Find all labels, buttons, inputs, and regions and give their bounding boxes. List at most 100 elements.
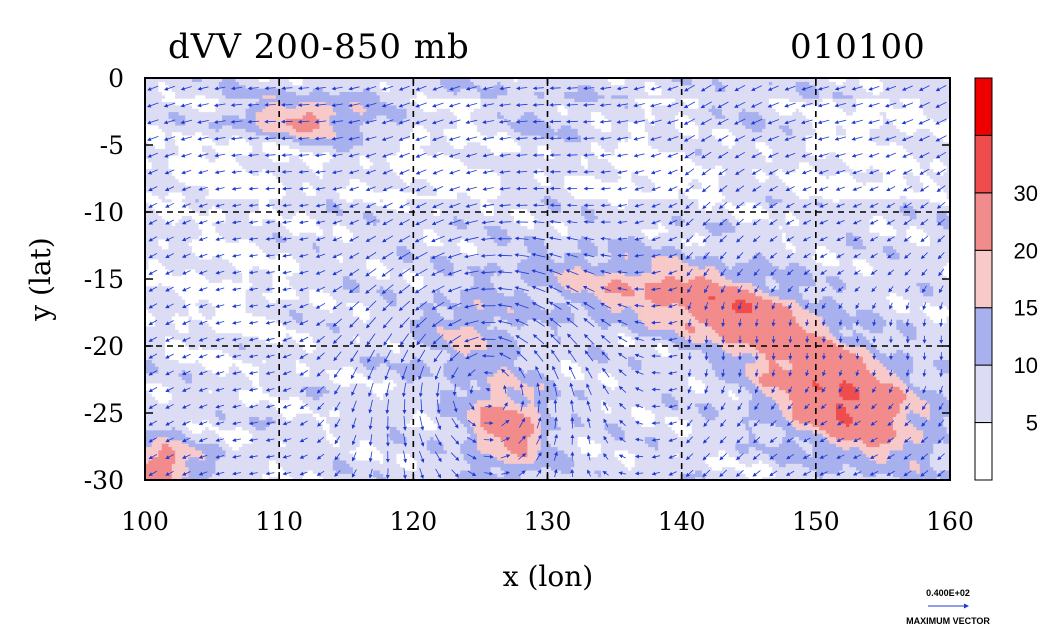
field-cell [181, 201, 186, 206]
field-cell [155, 252, 160, 257]
field-cell [151, 406, 156, 411]
field-cell [188, 225, 193, 230]
field-cell [212, 161, 217, 166]
field-cell [161, 111, 166, 116]
field-cell [148, 369, 153, 374]
field-cell [158, 352, 163, 357]
field-cell [171, 392, 176, 397]
field-cell [165, 111, 170, 116]
field-cell [195, 138, 200, 143]
field-cell [165, 128, 170, 133]
field-cell [145, 222, 149, 226]
field-cell [145, 124, 149, 129]
field-cell [212, 473, 217, 478]
field-cell [191, 349, 196, 354]
field-cell [178, 225, 183, 230]
field-cell [198, 362, 203, 367]
field-cell [175, 258, 180, 263]
field-cell [185, 352, 190, 357]
field-cell [148, 161, 153, 166]
field-cell [158, 319, 163, 324]
field-cell [191, 413, 196, 417]
field-cell [195, 369, 200, 374]
field-cell [145, 245, 149, 250]
field-cell [165, 446, 170, 451]
field-cell [185, 402, 190, 407]
field-cell [158, 272, 163, 277]
field-cell [205, 111, 210, 116]
field-cell [191, 171, 196, 176]
field-cell [178, 439, 183, 444]
field-cell [188, 426, 193, 431]
field-cell [202, 423, 206, 427]
field-cell [171, 473, 176, 478]
field-cell [158, 148, 163, 153]
field-cell [175, 88, 180, 92]
field-cell [171, 248, 176, 253]
field-cell [195, 191, 200, 196]
field-cell [151, 218, 156, 223]
field-cell [165, 359, 170, 364]
field-cell [188, 332, 193, 337]
field-cell [191, 145, 196, 149]
field-cell [158, 282, 163, 287]
field-cell [208, 188, 213, 193]
field-cell [202, 392, 206, 397]
field-cell [195, 185, 200, 190]
field-cell [208, 335, 213, 340]
field-cell [161, 148, 166, 153]
field-cell [212, 165, 217, 170]
field-cell [165, 463, 170, 468]
field-cell [171, 332, 176, 337]
field-cell [212, 88, 217, 92]
field-cell [198, 446, 203, 451]
field-cell [188, 171, 193, 176]
field-cell [188, 295, 193, 300]
field-cell [161, 409, 166, 414]
field-cell [202, 362, 206, 367]
field-cell [148, 419, 153, 424]
field-cell [178, 369, 183, 374]
field-cell [188, 245, 193, 250]
field-cell [191, 191, 196, 196]
field-cell [178, 165, 183, 170]
field-cell [158, 188, 163, 193]
field-cell [205, 423, 210, 427]
field-cell [202, 208, 206, 213]
field-cell [208, 359, 213, 364]
field-cell [215, 446, 220, 451]
field-cell [185, 346, 190, 350]
field-cell [185, 195, 190, 200]
field-cell [191, 466, 196, 471]
field-cell [148, 218, 153, 223]
field-cell [155, 121, 160, 126]
field-cell [165, 168, 170, 173]
field-cell [171, 185, 176, 190]
field-cell [158, 201, 163, 206]
field-cell [175, 101, 180, 106]
field-cell [175, 433, 180, 438]
field-cell [202, 433, 206, 438]
field-cell [145, 389, 149, 394]
field-cell [158, 228, 163, 233]
field-cell [158, 195, 163, 200]
field-cell [212, 416, 217, 421]
field-cell [191, 392, 196, 397]
field-cell [145, 228, 149, 233]
field-cell [151, 409, 156, 414]
field-cell [181, 379, 186, 384]
field-cell [155, 469, 160, 474]
field-cell [165, 225, 170, 230]
chart-title: dVV 200-850 mb [168, 27, 470, 67]
field-cell [215, 466, 220, 471]
field-cell [212, 386, 217, 391]
field-cell [158, 456, 163, 461]
field-cell [188, 188, 193, 193]
field-cell [185, 453, 190, 458]
field-cell [155, 145, 160, 149]
field-cell [202, 171, 206, 176]
field-cell [212, 439, 217, 444]
field-cell [188, 369, 193, 374]
field-cell [198, 346, 203, 350]
field-cell [188, 292, 193, 297]
